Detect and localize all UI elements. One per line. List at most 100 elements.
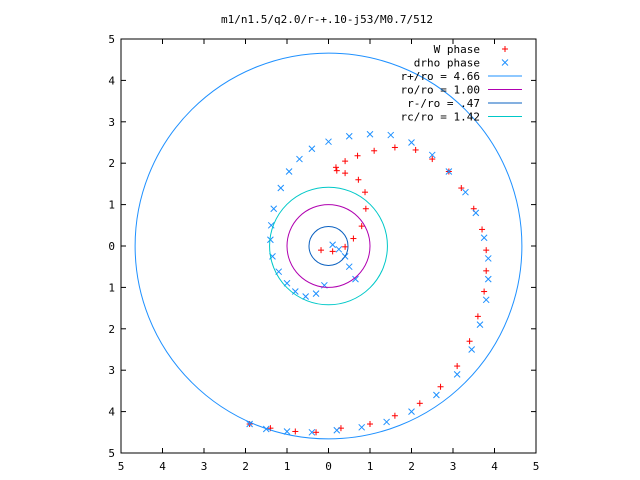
x-marker-b	[285, 168, 293, 175]
drho-phase-point	[325, 138, 332, 146]
x-marker-b	[387, 131, 395, 139]
x-marker-b	[472, 209, 480, 217]
x-marker-b	[366, 130, 374, 138]
x-marker-b	[345, 132, 353, 140]
drho-phase-point	[484, 275, 492, 283]
drho-phase-point	[428, 151, 436, 159]
x-marker-b	[383, 418, 390, 426]
x-marker-b	[325, 138, 332, 146]
w-phase-point	[329, 248, 336, 255]
x-marker-b	[408, 408, 415, 415]
w-phase-point	[292, 428, 299, 435]
drho-phase-point	[453, 370, 461, 378]
x-marker-b	[352, 275, 359, 283]
w-phase-point	[483, 267, 490, 274]
drho-phase-point	[445, 168, 453, 175]
w-phase-point	[429, 156, 436, 163]
w-phase-point	[437, 383, 444, 390]
w-phase-point	[318, 247, 325, 254]
x-tick-label: 3	[450, 460, 457, 473]
x-tick-label: 1	[367, 460, 374, 473]
x-marker-b	[358, 423, 366, 431]
y-tick-label: 1	[108, 199, 115, 212]
w-phase-point	[342, 158, 349, 165]
w-phase-point	[342, 243, 349, 250]
drho-phase-point	[246, 420, 254, 428]
w-phase-point	[362, 205, 369, 212]
drho-phase-point	[484, 255, 492, 262]
drho-phase-point	[387, 131, 395, 139]
legend-label: r+/ro = 4.66	[401, 70, 480, 83]
x-marker-b	[433, 391, 440, 399]
x-tick-label: 4	[159, 460, 166, 473]
x-marker-b	[302, 293, 310, 300]
drho-phase-point	[433, 391, 440, 399]
drho-phase-point	[302, 293, 310, 300]
x-tick-label: 1	[284, 460, 291, 473]
drho-phase-point	[283, 428, 291, 435]
y-tick-label: 0	[108, 240, 115, 253]
drho-phase-point	[333, 426, 341, 434]
x-marker-b	[484, 275, 492, 283]
legend-label: ro/ro = 1.00	[401, 84, 480, 97]
y-tick-label: 2	[108, 157, 115, 170]
drho-phase-point	[462, 188, 469, 196]
legend-label: drho phase	[414, 57, 480, 70]
w-phase-point	[454, 363, 461, 370]
w-phase-point	[474, 313, 481, 320]
x-marker-b	[270, 205, 278, 213]
drho-phase-point	[476, 321, 484, 329]
x-tick-label: 2	[408, 460, 415, 473]
x-marker-b	[476, 321, 484, 329]
x-marker-b	[484, 255, 492, 262]
drho-phase-point	[285, 168, 293, 175]
drho-phase-point	[352, 275, 359, 283]
x-marker-b	[453, 370, 461, 378]
x-marker-b	[267, 236, 274, 244]
w-phase-point	[342, 170, 349, 177]
w-phase-point	[350, 235, 357, 242]
drho-phase-point	[358, 423, 366, 431]
x-marker-b	[333, 426, 341, 434]
x-tick-label: 3	[201, 460, 208, 473]
circle-series-5	[269, 186, 388, 306]
x-marker-b	[329, 241, 337, 249]
circle-series-3	[286, 204, 371, 288]
w-phase-point	[412, 146, 419, 153]
y-tick-label: 4	[108, 406, 115, 419]
drho-phase-point	[267, 236, 274, 244]
w-phase-point	[355, 176, 362, 183]
x-marker-b	[408, 139, 415, 146]
x-marker-b	[445, 168, 453, 175]
x-tick-label: 2	[242, 460, 249, 473]
y-tick-label: 1	[108, 281, 115, 294]
drho-phase-point	[345, 132, 353, 140]
w-phase-point	[313, 429, 320, 436]
x-marker-b	[296, 155, 303, 163]
x-marker-b	[308, 145, 316, 153]
w-phase-point	[416, 400, 423, 407]
y-tick-label: 4	[108, 74, 115, 87]
drho-phase-point	[277, 184, 285, 192]
x-marker-b	[480, 234, 488, 242]
drho-phase-point	[335, 245, 343, 253]
x-marker-b	[345, 263, 353, 271]
w-phase-point	[367, 421, 373, 428]
w-phase-point	[481, 288, 488, 295]
x-tick-label: 5	[533, 460, 540, 473]
x-tick-label: 5	[118, 460, 125, 473]
legend-marker-swatch	[502, 46, 508, 52]
legend-label: r-/ro = .47	[407, 97, 480, 110]
drho-phase-point	[270, 205, 278, 213]
point-series-0	[246, 144, 490, 436]
w-phase-point	[391, 144, 398, 151]
drho-phase-point	[472, 209, 480, 217]
y-tick-label: 5	[108, 447, 115, 460]
drho-phase-point	[480, 234, 488, 242]
circle-series-4	[308, 226, 349, 266]
w-phase-point	[458, 185, 465, 192]
w-phase-point	[362, 189, 369, 196]
